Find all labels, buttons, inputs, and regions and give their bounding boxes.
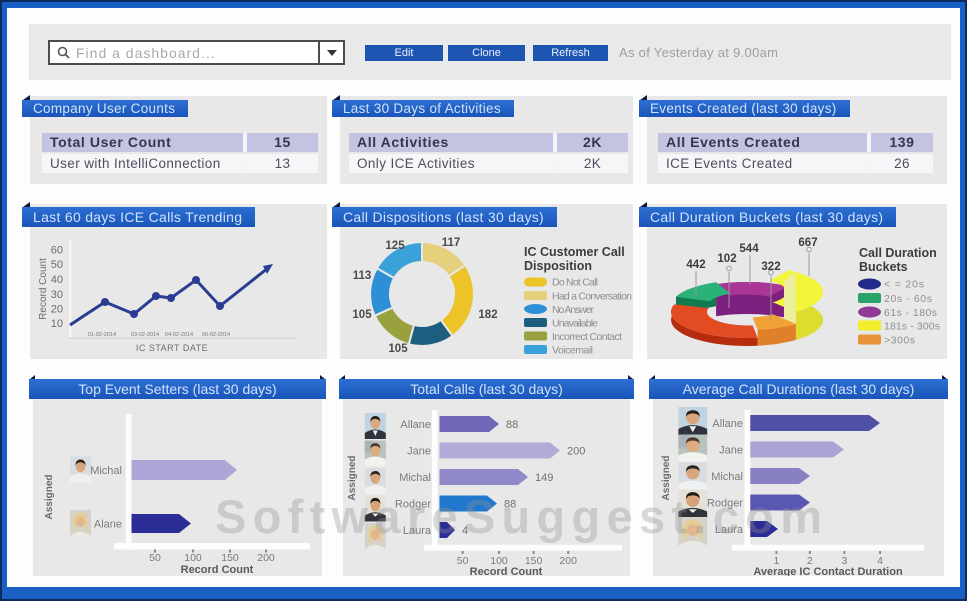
svg-text:Disposition: Disposition — [524, 259, 592, 273]
svg-text:Had a Conversation: Had a Conversation — [552, 291, 632, 303]
svg-text:Michal: Michal — [711, 471, 743, 483]
svg-text:40: 40 — [51, 274, 63, 286]
svg-text:Michal: Michal — [90, 465, 122, 477]
svg-text:Unavailable: Unavailable — [552, 318, 598, 330]
svg-text:No Answer: No Answer — [552, 304, 595, 316]
svg-text:100: 100 — [490, 555, 508, 567]
svg-text:Record Count: Record Count — [38, 258, 49, 320]
svg-text:322: 322 — [761, 261, 780, 273]
svg-text:105: 105 — [388, 343, 408, 355]
svg-text:IC Customer Call: IC Customer Call — [524, 245, 625, 259]
svg-text:20s - 60s: 20s - 60s — [884, 293, 932, 305]
svg-text:Voicemail: Voicemail — [552, 345, 593, 357]
svg-text:149: 149 — [535, 472, 553, 484]
svg-text:Buckets: Buckets — [859, 260, 908, 274]
svg-text:3: 3 — [841, 555, 847, 567]
svg-text:01-02-2014: 01-02-2014 — [88, 332, 116, 338]
svg-text:Michal: Michal — [399, 472, 431, 484]
svg-text:Laura: Laura — [715, 524, 744, 536]
svg-text:544: 544 — [739, 243, 759, 255]
svg-text:03-02-2014: 03-02-2014 — [131, 332, 159, 338]
svg-text:IC START DATE: IC START DATE — [136, 343, 208, 353]
svg-text:Jane: Jane — [407, 446, 431, 458]
svg-text:Record Count: Record Count — [470, 566, 543, 576]
svg-text:Allane: Allane — [400, 419, 431, 431]
svg-text:Alane: Alane — [94, 519, 122, 531]
svg-text:200: 200 — [567, 446, 585, 458]
svg-text:Call Duration: Call Duration — [859, 246, 937, 260]
svg-text:102: 102 — [717, 253, 736, 265]
svg-text:125: 125 — [385, 240, 405, 252]
svg-text:117: 117 — [442, 237, 461, 249]
svg-text:>300s: >300s — [884, 335, 915, 347]
svg-text:Assigned: Assigned — [44, 474, 55, 519]
svg-text:30: 30 — [51, 289, 63, 301]
svg-text:Incorrect Contact: Incorrect Contact — [552, 331, 622, 343]
svg-text:4: 4 — [877, 555, 883, 567]
svg-text:442: 442 — [686, 259, 705, 271]
svg-text:150: 150 — [525, 555, 543, 567]
svg-text:06-02-2014: 06-02-2014 — [202, 332, 230, 338]
svg-text:Rodger: Rodger — [707, 498, 743, 510]
svg-text:Jane: Jane — [719, 445, 743, 457]
svg-text:Assigned: Assigned — [347, 455, 358, 500]
svg-text:Do Not Call: Do Not Call — [552, 277, 598, 289]
svg-text:4: 4 — [462, 525, 468, 537]
svg-text:100: 100 — [184, 552, 202, 564]
svg-text:200: 200 — [257, 552, 275, 564]
svg-text:50: 50 — [51, 259, 63, 271]
svg-text:Assigned: Assigned — [661, 455, 672, 500]
svg-text:150: 150 — [221, 552, 239, 564]
svg-text:< = 20s: < = 20s — [884, 279, 924, 291]
svg-text:50: 50 — [149, 552, 161, 564]
svg-text:667: 667 — [798, 237, 817, 249]
svg-text:181s - 300s: 181s - 300s — [884, 321, 940, 333]
svg-text:1: 1 — [773, 555, 779, 567]
svg-text:60: 60 — [51, 245, 63, 257]
svg-text:113: 113 — [353, 270, 372, 282]
svg-text:04-02-2014: 04-02-2014 — [165, 332, 193, 338]
svg-text:Allane: Allane — [712, 418, 743, 430]
svg-text:182: 182 — [478, 309, 497, 321]
svg-text:Rodger: Rodger — [395, 499, 431, 511]
svg-text:88: 88 — [504, 499, 516, 511]
svg-text:Record Count: Record Count — [181, 564, 254, 576]
svg-text:88: 88 — [506, 419, 518, 431]
svg-text:Average IC Contact Duration: Average IC Contact Duration — [753, 566, 903, 576]
svg-text:20: 20 — [51, 304, 63, 316]
svg-text:200: 200 — [559, 555, 577, 567]
svg-text:10: 10 — [51, 318, 63, 330]
svg-text:Laura: Laura — [403, 525, 432, 537]
svg-text:105: 105 — [352, 309, 372, 321]
svg-text:61s - 180s: 61s - 180s — [884, 307, 937, 319]
svg-text:50: 50 — [457, 555, 469, 567]
svg-text:2: 2 — [807, 555, 813, 567]
